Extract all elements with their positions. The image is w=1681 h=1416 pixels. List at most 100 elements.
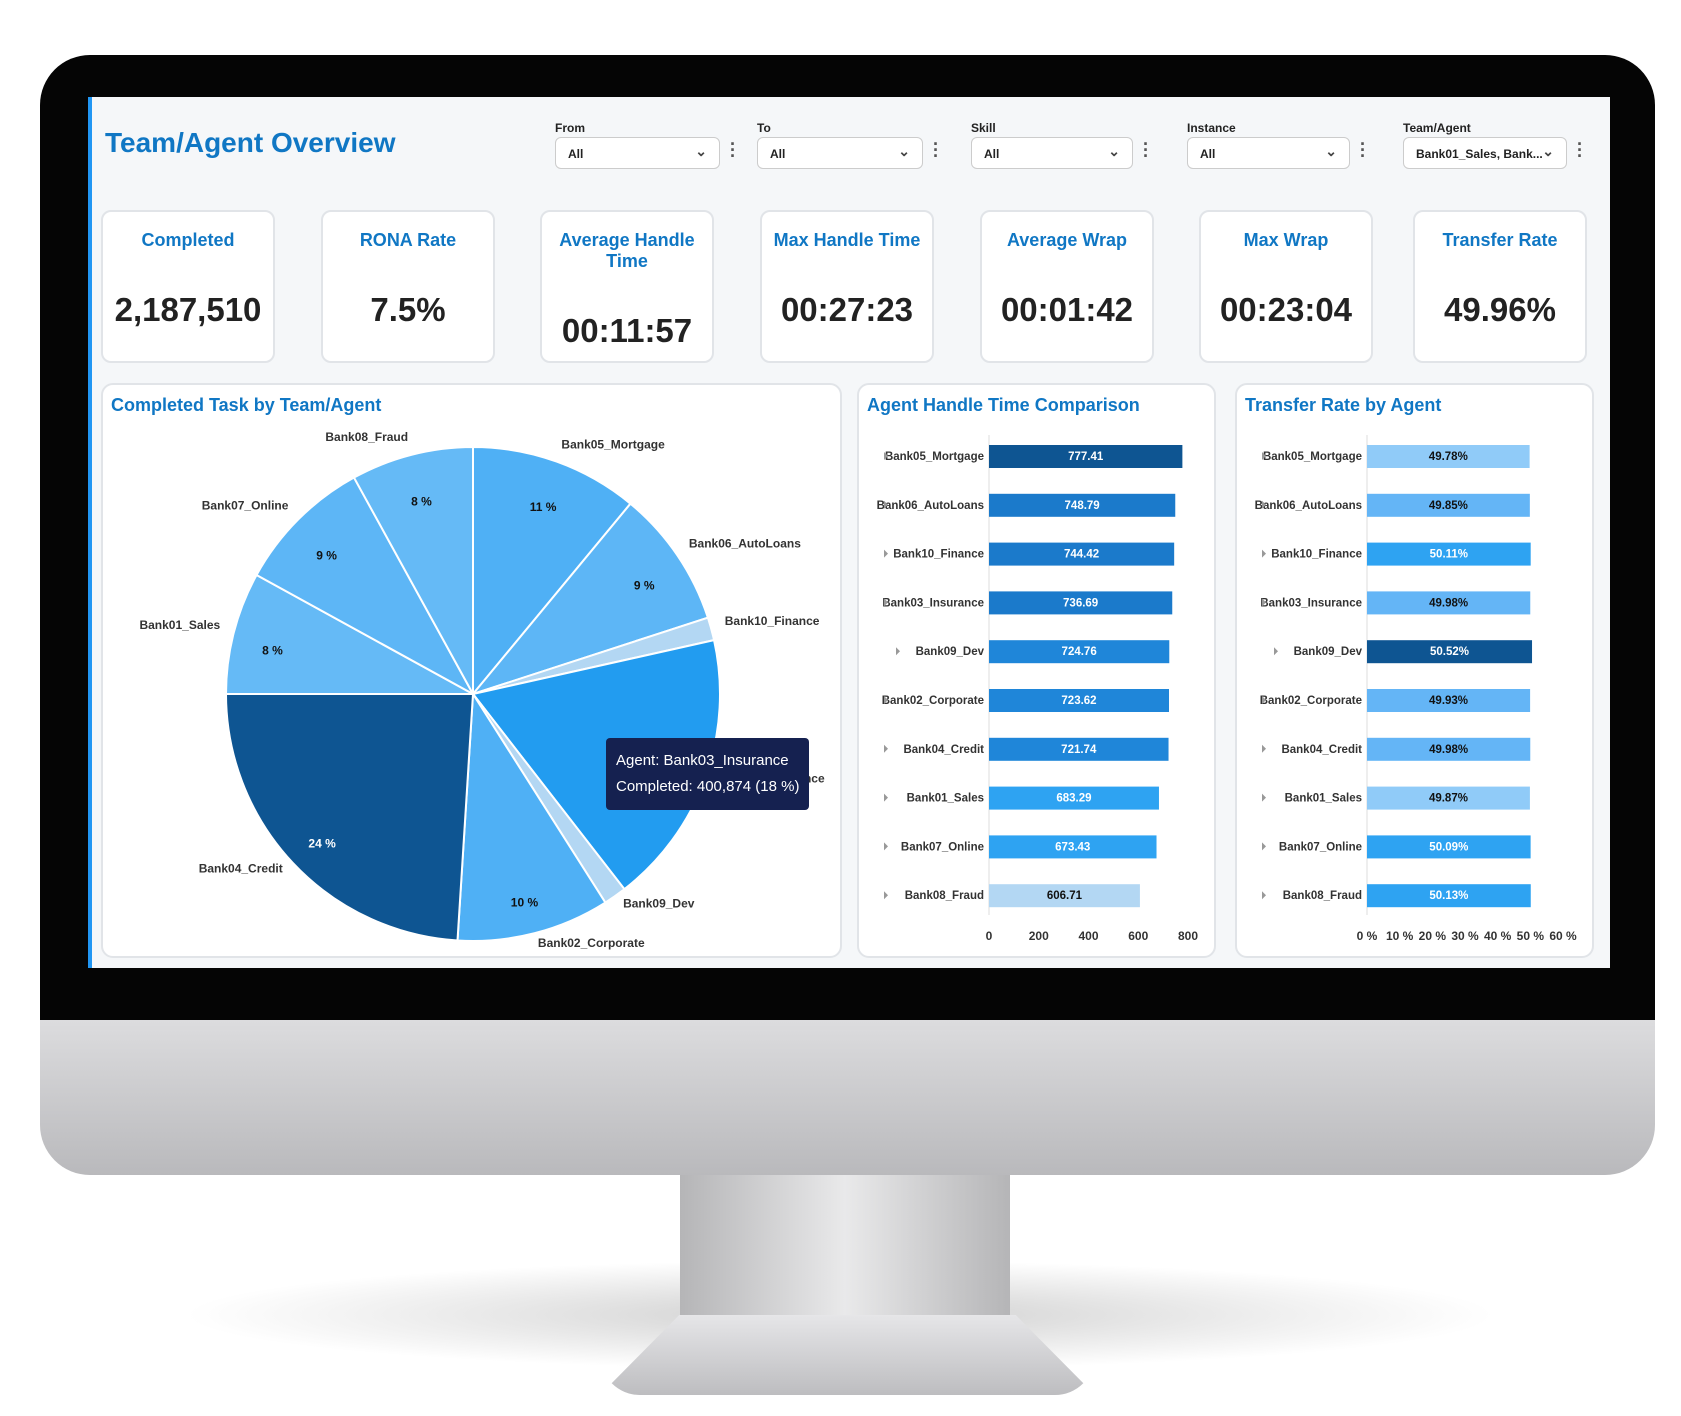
filter-label: Skill xyxy=(971,121,996,135)
kpi-value: 00:23:04 xyxy=(1219,291,1353,328)
more-options-icon[interactable]: · · · xyxy=(1360,134,1366,166)
x-tick-label: 30 % xyxy=(1451,929,1479,943)
transfer-rate-chart: Bank05_Mortgage 49.78% Bank06_AutoLoans 49.… xyxy=(1255,435,1577,943)
bar-category-label: Bank04_Credit xyxy=(903,744,984,756)
more-options-icon[interactable]: · · · xyxy=(1143,134,1149,166)
kpi-card: Max Wrap 00:23:04 xyxy=(1199,210,1373,363)
dashboard-screen: Team/Agent Overview From All ⌄ · · · To All ⌄… xyxy=(88,97,1610,968)
filter-select[interactable]: All ⌄ xyxy=(1187,137,1350,169)
more-options-icon[interactable]: · · · xyxy=(1577,134,1583,166)
expand-arrow-icon xyxy=(1262,842,1266,851)
monitor-foot xyxy=(600,1315,1095,1395)
bar-value-label: 723.62 xyxy=(1061,695,1096,707)
bar-category-label: Bank07_Online xyxy=(1279,841,1362,853)
expand-arrow-icon xyxy=(1262,744,1266,753)
pie-slice[interactable] xyxy=(224,573,474,695)
filter-value: All xyxy=(568,147,584,161)
bar xyxy=(1367,493,1530,517)
monitor-stand xyxy=(680,1175,1010,1325)
kpi-value: 00:01:42 xyxy=(1000,291,1134,328)
chevron-down-icon: ⌄ xyxy=(1542,143,1554,159)
x-tick-label: 0 xyxy=(986,929,993,943)
bar xyxy=(989,737,1169,761)
pie-slice[interactable] xyxy=(456,690,607,942)
bar-value-label: 49.98% xyxy=(1429,597,1468,609)
kpi-value: 49.96% xyxy=(1444,291,1556,328)
kpi-card: Max Handle Time 00:27:23 xyxy=(760,210,934,363)
pie-chart[interactable]: Bank05_Mortgage 11 % Bank06_AutoLoans 9 % Ba… xyxy=(103,385,844,960)
kpi-label: Max Wrap xyxy=(1243,230,1329,250)
bar-value-label: 50.11% xyxy=(1430,549,1468,561)
bar-value-label: 744.42 xyxy=(1064,549,1099,561)
expand-arrow-icon xyxy=(884,842,888,851)
pie-slice[interactable] xyxy=(470,502,710,697)
pie-slice-label: Bank05_Mortgage xyxy=(561,437,665,451)
pie-tooltip: Agent: Bank03_Insurance Completed: 400,8… xyxy=(606,738,810,810)
bar-category-label: Bank05_Mortgage xyxy=(1263,451,1362,463)
filter-select[interactable]: Bank01_Sales, Bank... ⌄ xyxy=(1403,137,1567,169)
bar-category-label: Bank09_Dev xyxy=(916,646,985,658)
bar-value-label: 724.76 xyxy=(1062,646,1097,658)
filter-select[interactable]: All ⌄ xyxy=(555,137,720,169)
kpi-value: 7.5% xyxy=(370,291,446,328)
bar xyxy=(1367,445,1530,468)
pie-slice-percent: 8 % xyxy=(411,495,432,509)
filter-value: Bank01_Sales, Bank... xyxy=(1416,147,1543,161)
pie-slice[interactable] xyxy=(352,445,474,695)
expand-arrow-icon xyxy=(1262,549,1266,558)
bar xyxy=(989,884,1140,908)
bar-category-label: Bank08_Fraud xyxy=(905,890,984,902)
bar xyxy=(989,835,1157,859)
expand-arrow-icon xyxy=(1262,793,1266,802)
x-tick-label: 0 % xyxy=(1357,929,1378,943)
pie-title: Completed Task by Team/Agent xyxy=(111,395,382,415)
kpi-card: Average Handle Time 00:11:57 xyxy=(540,210,714,363)
filter-label: To xyxy=(757,121,771,135)
filter-label: Instance xyxy=(1187,121,1236,135)
pie-slice-percent: 24 % xyxy=(308,837,336,851)
bar xyxy=(1367,835,1531,859)
kpi-label: Completed xyxy=(141,230,235,250)
transfer-rate-title: Transfer Rate by Agent xyxy=(1245,395,1442,415)
chevron-down-icon: ⌄ xyxy=(1108,143,1120,159)
pie-slice[interactable] xyxy=(224,693,475,942)
bar-value-label: 49.93% xyxy=(1429,695,1468,707)
expand-arrow-icon xyxy=(1274,647,1278,656)
filter-select[interactable]: All ⌄ xyxy=(971,137,1133,169)
kpi-card: Transfer Rate 49.96% xyxy=(1413,210,1587,363)
x-tick-label: 50 % xyxy=(1517,929,1545,943)
pie-slice[interactable] xyxy=(255,476,476,697)
bar-value-label: 50.13% xyxy=(1429,890,1468,902)
filter-select[interactable]: All ⌄ xyxy=(757,137,923,169)
expand-arrow-icon xyxy=(884,598,888,607)
pie-slice-label: Bank04_Credit xyxy=(199,862,283,876)
bar-category-label: Bank09_Dev xyxy=(1294,646,1363,658)
more-options-icon[interactable]: · · · xyxy=(730,134,736,166)
pie-slice-label: Bank02_Corporate xyxy=(538,936,645,950)
chevron-down-icon: ⌄ xyxy=(695,143,707,159)
kpi-label: Average Wrap xyxy=(1006,230,1128,250)
expand-arrow-icon xyxy=(884,549,888,558)
bar-value-label: 721.74 xyxy=(1061,744,1097,756)
x-tick-label: 60 % xyxy=(1549,929,1577,943)
kpi-label: RONA Rate xyxy=(359,230,457,250)
bar-value-label: 606.71 xyxy=(1047,890,1083,902)
filter-value: All xyxy=(984,147,1000,161)
pie-slice[interactable] xyxy=(472,445,632,697)
bar-value-label: 50.52% xyxy=(1430,646,1469,658)
x-tick-label: 10 % xyxy=(1386,929,1414,943)
bar-category-label: Bank10_Finance xyxy=(893,549,984,561)
pie-slice-label: Bank01_Sales xyxy=(139,618,220,632)
expand-arrow-icon xyxy=(884,744,888,753)
expand-arrow-icon xyxy=(884,891,888,900)
x-tick-label: 200 xyxy=(1029,929,1049,943)
expand-arrow-icon xyxy=(1262,696,1266,704)
more-options-icon[interactable]: · · · xyxy=(933,134,939,166)
handle-time-title: Agent Handle Time Comparison xyxy=(867,395,1140,415)
bar-value-label: 49.78% xyxy=(1429,451,1468,463)
bar-value-label: 748.79 xyxy=(1065,500,1100,512)
handle-time-chart: Bank05_Mortgage 777.41 Bank06_AutoLoans 748… xyxy=(877,435,1198,943)
x-tick-label: 600 xyxy=(1128,929,1148,943)
bar-value-label: 49.87% xyxy=(1429,793,1468,805)
x-tick-label: 40 % xyxy=(1484,929,1512,943)
